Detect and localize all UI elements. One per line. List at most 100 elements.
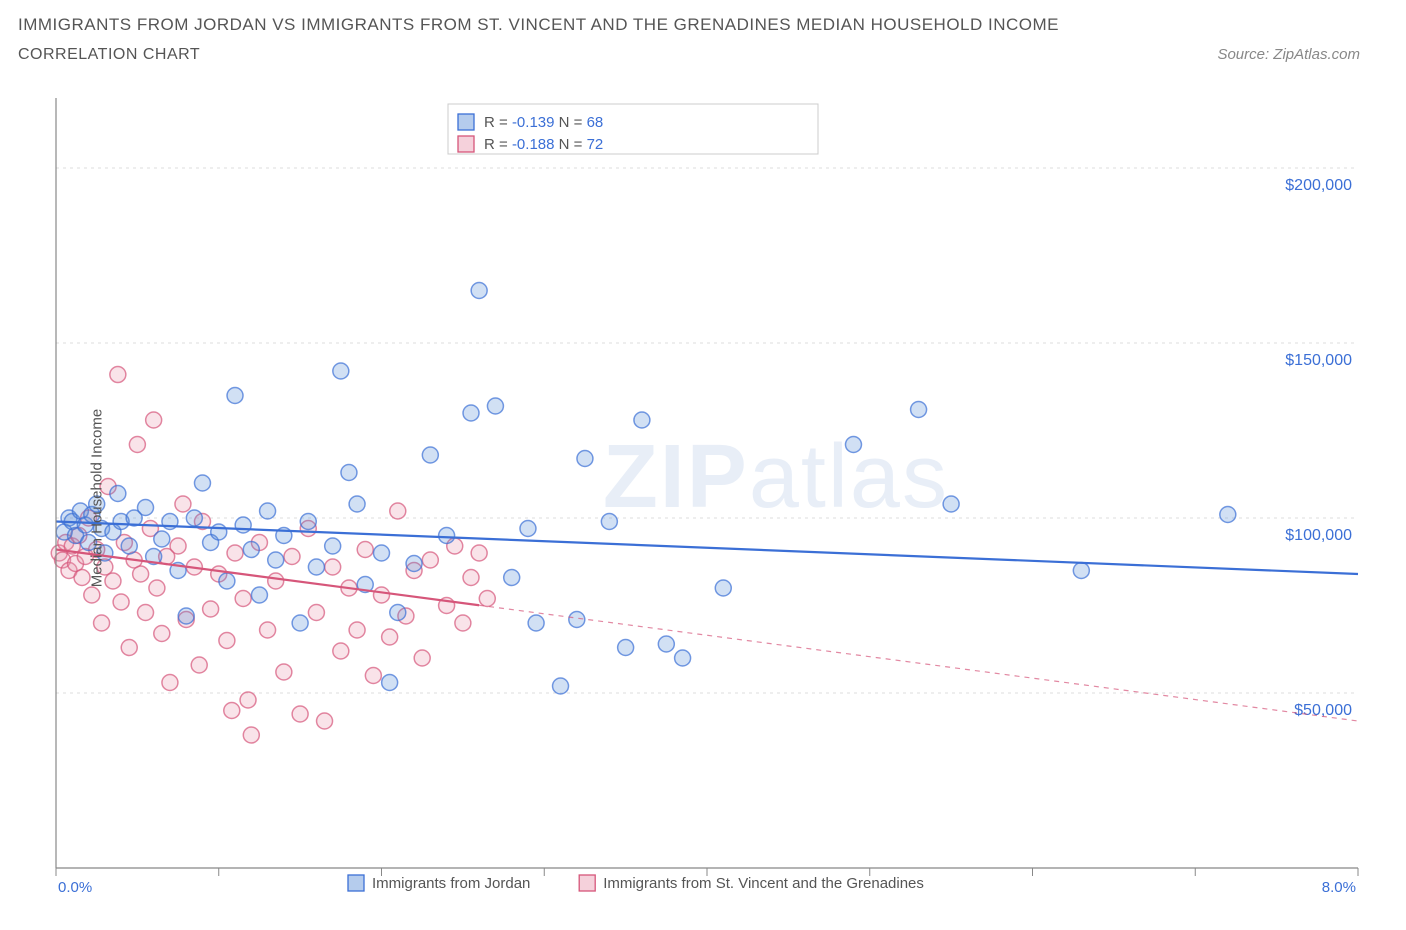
scatter-point: [406, 556, 422, 572]
scatter-point: [121, 640, 137, 656]
scatter-point: [374, 545, 390, 561]
scatter-point: [219, 573, 235, 589]
scatter-point: [1073, 563, 1089, 579]
scatter-point: [268, 552, 284, 568]
scatter-point: [203, 601, 219, 617]
scatter-point: [325, 559, 341, 575]
scatter-point: [463, 405, 479, 421]
stats-legend-row: R = -0.139 N = 68: [484, 114, 603, 131]
scatter-point: [138, 605, 154, 621]
chart-title: IMMIGRANTS FROM JORDAN VS IMMIGRANTS FRO…: [18, 12, 1388, 38]
scatter-point: [121, 538, 137, 554]
scatter-point: [308, 605, 324, 621]
scatter-point: [113, 594, 129, 610]
scatter-point: [251, 587, 267, 603]
scatter-point: [149, 580, 165, 596]
scatter-point: [219, 633, 235, 649]
scatter-point: [618, 640, 634, 656]
scatter-point: [390, 503, 406, 519]
legend-label: Immigrants from St. Vincent and the Gren…: [603, 875, 924, 892]
scatter-point: [341, 465, 357, 481]
scatter-point: [382, 675, 398, 691]
y-tick-label: $100,000: [1285, 527, 1352, 544]
scatter-point: [146, 412, 162, 428]
scatter-point: [349, 496, 365, 512]
scatter-point: [292, 706, 308, 722]
scatter-point: [186, 510, 202, 526]
scatter-point: [284, 549, 300, 565]
scatter-point: [1220, 507, 1236, 523]
scatter-point: [422, 447, 438, 463]
scatter-point: [333, 643, 349, 659]
scatter-point: [487, 398, 503, 414]
scatter-point: [94, 615, 110, 631]
x-tick-label: 0.0%: [58, 879, 92, 896]
scatter-point: [84, 587, 100, 603]
y-axis-label: Median Household Income: [89, 409, 106, 587]
scatter-point: [715, 580, 731, 596]
scatter-point: [105, 573, 121, 589]
scatter-point: [479, 591, 495, 607]
scatter-point: [260, 503, 276, 519]
scatter-point: [455, 615, 471, 631]
legend-label: Immigrants from Jordan: [372, 875, 530, 892]
scatter-point: [178, 608, 194, 624]
trend-line-extrapolated: [479, 605, 1358, 721]
scatter-point: [227, 388, 243, 404]
scatter-point: [845, 437, 861, 453]
scatter-point: [439, 528, 455, 544]
scatter-point: [471, 283, 487, 299]
source-attribution: Source: ZipAtlas.com: [1217, 46, 1360, 63]
scatter-point: [943, 496, 959, 512]
scatter-point: [601, 514, 617, 530]
scatter-point: [325, 538, 341, 554]
scatter-point: [110, 486, 126, 502]
scatter-point: [333, 363, 349, 379]
scatter-point: [268, 573, 284, 589]
scatter-point: [175, 496, 191, 512]
scatter-point: [224, 703, 240, 719]
scatter-point: [243, 727, 259, 743]
scatter-point: [162, 675, 178, 691]
scatter-point: [658, 636, 674, 652]
scatter-point: [154, 531, 170, 547]
scatter-point: [569, 612, 585, 628]
scatter-point: [382, 629, 398, 645]
scatter-point: [675, 650, 691, 666]
scatter-point: [308, 559, 324, 575]
scatter-point: [422, 552, 438, 568]
scatter-point: [194, 475, 210, 491]
scatter-point: [235, 517, 251, 533]
scatter-point: [374, 587, 390, 603]
scatter-point: [390, 605, 406, 621]
scatter-point: [170, 538, 186, 554]
scatter-point: [520, 521, 536, 537]
scatter-point: [349, 622, 365, 638]
legend-swatch: [579, 875, 595, 891]
scatter-point: [138, 500, 154, 516]
scatter-point: [528, 615, 544, 631]
scatter-point: [74, 570, 90, 586]
scatter-point: [471, 545, 487, 561]
x-tick-label: 8.0%: [1322, 879, 1356, 896]
scatter-point: [300, 514, 316, 530]
scatter-point: [110, 367, 126, 383]
scatter-point: [227, 545, 243, 561]
scatter-point: [129, 437, 145, 453]
scatter-point: [317, 713, 333, 729]
scatter-point: [634, 412, 650, 428]
scatter-point: [240, 692, 256, 708]
scatter-point: [911, 402, 927, 418]
stats-legend-row: R = -0.188 N = 72: [484, 136, 603, 153]
y-tick-label: $200,000: [1285, 177, 1352, 194]
scatter-point: [463, 570, 479, 586]
scatter-point: [365, 668, 381, 684]
scatter-point: [577, 451, 593, 467]
scatter-point: [243, 542, 259, 558]
scatter-point: [276, 664, 292, 680]
scatter-point: [154, 626, 170, 642]
scatter-point: [133, 566, 149, 582]
scatter-point: [553, 678, 569, 694]
scatter-point: [292, 615, 308, 631]
correlation-scatter-chart: $50,000$100,000$150,000$200,0000.0%8.0%R…: [18, 98, 1388, 928]
